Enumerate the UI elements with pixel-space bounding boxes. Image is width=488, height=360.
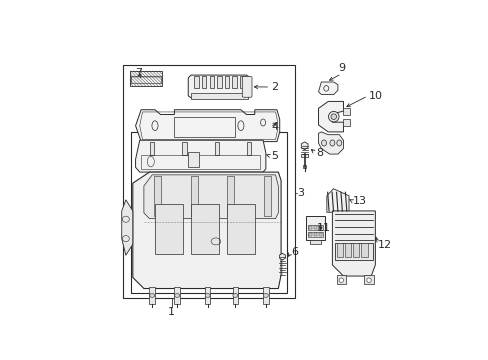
- Bar: [264, 176, 270, 216]
- Ellipse shape: [328, 111, 338, 122]
- Text: 5: 5: [270, 151, 278, 161]
- Bar: [130, 71, 162, 86]
- Ellipse shape: [232, 293, 237, 297]
- Bar: [240, 76, 244, 88]
- Ellipse shape: [263, 293, 268, 297]
- Ellipse shape: [321, 140, 326, 146]
- Bar: [246, 142, 251, 154]
- Ellipse shape: [149, 293, 154, 297]
- Polygon shape: [188, 75, 250, 99]
- Bar: [343, 120, 350, 126]
- Polygon shape: [135, 110, 279, 141]
- Ellipse shape: [205, 293, 210, 297]
- Bar: [154, 176, 161, 216]
- Text: 9: 9: [338, 63, 345, 73]
- Bar: [190, 176, 197, 216]
- Ellipse shape: [174, 293, 179, 297]
- Bar: [305, 216, 325, 240]
- Text: 7: 7: [135, 68, 142, 78]
- Bar: [149, 287, 155, 304]
- Bar: [364, 275, 373, 284]
- Bar: [301, 153, 307, 157]
- Bar: [224, 76, 229, 88]
- Bar: [336, 275, 346, 284]
- Bar: [131, 76, 160, 84]
- Bar: [182, 142, 186, 154]
- Bar: [187, 152, 198, 167]
- Bar: [309, 240, 321, 244]
- Text: 4: 4: [270, 122, 278, 132]
- Bar: [352, 243, 359, 257]
- Bar: [307, 225, 323, 230]
- Bar: [217, 76, 221, 88]
- Bar: [308, 226, 311, 229]
- Bar: [202, 76, 206, 88]
- Bar: [263, 287, 268, 304]
- Bar: [308, 233, 311, 237]
- Bar: [336, 243, 342, 257]
- Bar: [204, 287, 210, 304]
- Bar: [227, 176, 234, 216]
- Bar: [214, 142, 219, 154]
- Bar: [191, 93, 247, 99]
- Text: 13: 13: [352, 196, 366, 206]
- Bar: [174, 117, 235, 136]
- Polygon shape: [143, 175, 278, 219]
- Text: 1: 1: [168, 307, 175, 317]
- Bar: [141, 155, 260, 169]
- Polygon shape: [326, 189, 348, 212]
- Ellipse shape: [330, 114, 336, 120]
- Bar: [123, 66, 294, 298]
- Polygon shape: [318, 102, 343, 132]
- Bar: [232, 287, 238, 304]
- Text: 8: 8: [315, 148, 323, 158]
- Text: 2: 2: [270, 82, 278, 92]
- Polygon shape: [318, 82, 337, 94]
- Bar: [334, 243, 372, 260]
- Bar: [150, 142, 154, 154]
- Bar: [318, 233, 322, 237]
- Bar: [313, 233, 317, 237]
- Polygon shape: [279, 253, 285, 260]
- FancyBboxPatch shape: [242, 76, 251, 97]
- Bar: [232, 76, 236, 88]
- Bar: [191, 204, 218, 253]
- Bar: [307, 232, 323, 237]
- Bar: [226, 204, 254, 253]
- Text: 3: 3: [297, 188, 304, 198]
- Bar: [174, 287, 180, 304]
- Bar: [318, 226, 322, 229]
- Ellipse shape: [336, 140, 341, 146]
- Ellipse shape: [338, 278, 343, 283]
- Bar: [131, 132, 286, 293]
- Bar: [194, 76, 198, 88]
- Bar: [303, 165, 305, 168]
- Ellipse shape: [329, 140, 334, 146]
- Bar: [344, 243, 350, 257]
- Polygon shape: [122, 200, 133, 255]
- Polygon shape: [318, 132, 343, 154]
- Bar: [313, 226, 317, 229]
- Bar: [343, 108, 350, 115]
- Polygon shape: [135, 140, 265, 172]
- Polygon shape: [332, 211, 375, 276]
- Bar: [209, 76, 214, 88]
- Polygon shape: [301, 142, 307, 150]
- Polygon shape: [133, 172, 281, 288]
- Bar: [155, 204, 183, 253]
- Bar: [361, 243, 367, 257]
- Ellipse shape: [366, 278, 370, 283]
- Text: 10: 10: [367, 91, 382, 101]
- Text: 12: 12: [377, 240, 391, 250]
- Text: 11: 11: [316, 222, 330, 233]
- Text: 6: 6: [291, 247, 298, 257]
